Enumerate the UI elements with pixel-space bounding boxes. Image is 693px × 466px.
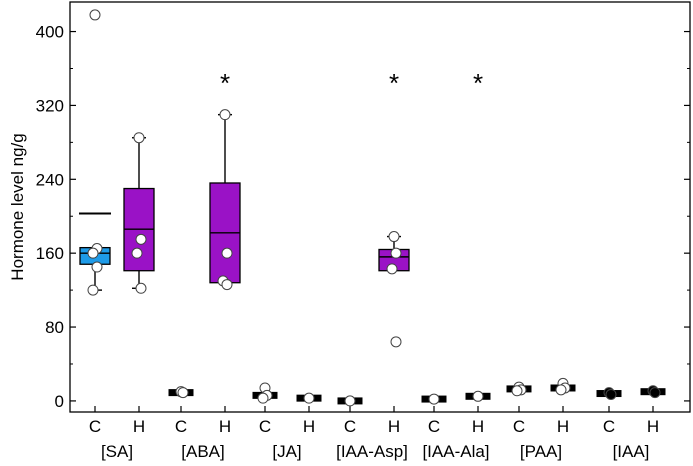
y-tick-label: 0: [55, 392, 64, 411]
data-point: [605, 388, 617, 400]
x-category-label: H: [388, 417, 400, 436]
x-category-label: H: [472, 417, 484, 436]
data-point: [344, 395, 356, 407]
data-point: [390, 247, 402, 259]
data-point: [133, 132, 145, 144]
data-point: [257, 392, 269, 404]
x-group-label: [IAA-Asp]: [336, 442, 408, 461]
data-point: [87, 247, 99, 259]
data-point: [649, 387, 661, 399]
x-group-label: [SA]: [101, 442, 133, 461]
data-point: [177, 387, 189, 399]
y-axis-title: Hormone level ng/g: [8, 133, 27, 280]
y-axis: 0 80 160 240 320 400: [36, 23, 690, 411]
data-point: [472, 390, 484, 402]
significance-star: *: [220, 68, 230, 98]
significance-star: *: [389, 68, 399, 98]
x-category-label: C: [175, 417, 187, 436]
x-category-label: C: [344, 417, 356, 436]
x-group-label: [PAA]: [520, 442, 562, 461]
x-group-label: [IAA-Ala]: [422, 442, 489, 461]
data-point: [555, 384, 567, 396]
x-category-label: C: [513, 417, 525, 436]
y-tick-label: 240: [36, 170, 64, 189]
data-point: [219, 109, 231, 121]
data-point: [135, 282, 147, 294]
x-category-label: C: [89, 417, 101, 436]
box-series: * * *: [79, 9, 666, 407]
plot-frame: [69, 1, 691, 413]
significance-star: *: [473, 68, 483, 98]
x-group-label: [ABA]: [181, 442, 224, 461]
data-point: [131, 247, 143, 259]
data-point: [87, 284, 99, 296]
x-category-label: C: [428, 417, 440, 436]
x-group-label: [IAA]: [613, 442, 650, 461]
data-point: [135, 233, 147, 245]
data-point: [91, 261, 103, 273]
data-point: [388, 231, 400, 243]
data-point: [221, 247, 233, 259]
x-group-label: [JA]: [272, 442, 301, 461]
y-tick-label: 400: [36, 23, 64, 42]
x-category-label: C: [603, 417, 615, 436]
y-tick-label: 160: [36, 244, 64, 263]
data-point: [386, 263, 398, 275]
x-category-label: H: [133, 417, 145, 436]
data-point: [428, 393, 440, 405]
data-point: [221, 279, 233, 291]
y-tick-label: 80: [45, 318, 64, 337]
x-category-label: H: [647, 417, 659, 436]
x-axis: C H C H C H C H C H C H C H[SA] [ABA] [JA] [IAA-Asp] [IAA…: [89, 406, 659, 461]
x-category-label: H: [557, 417, 569, 436]
x-category-label: C: [259, 417, 271, 436]
data-point: [511, 385, 523, 397]
data-point: [89, 9, 101, 21]
x-category-label: H: [303, 417, 315, 436]
data-point: [303, 392, 315, 404]
y-tick-label: 320: [36, 96, 64, 115]
x-category-label: H: [219, 417, 231, 436]
data-point: [390, 336, 402, 348]
